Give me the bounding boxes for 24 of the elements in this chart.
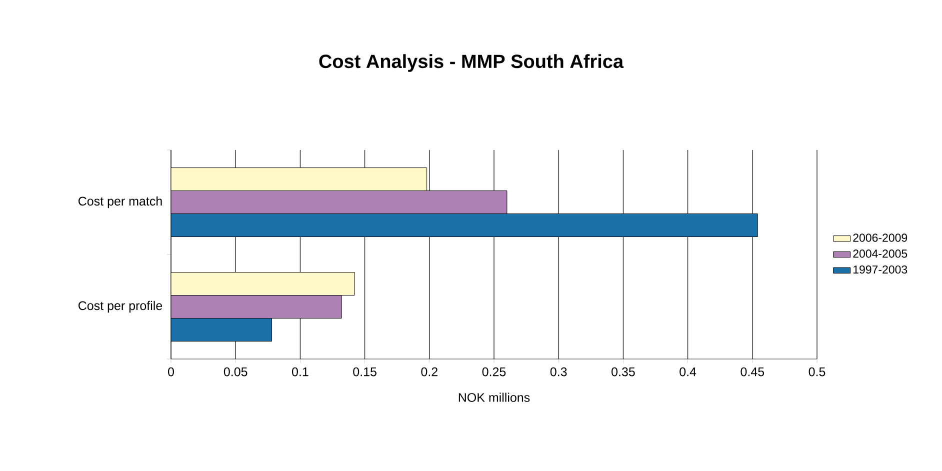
bar — [171, 213, 758, 237]
legend-label: 2004-2005 — [853, 250, 908, 258]
x-tick-label: 0.2 — [421, 367, 438, 376]
y-tick-label: Cost per profile — [78, 300, 162, 313]
x-tick-label: 0.5 — [808, 367, 826, 376]
x-tick-label: 0.25 — [482, 367, 506, 376]
x-axis-title: NOK millions — [458, 392, 530, 402]
x-tick-label: 0.1 — [292, 367, 308, 376]
x-tick-label: 0.4 — [680, 367, 696, 376]
y-tick-label: Cost per match — [78, 196, 162, 208]
bar — [171, 168, 428, 192]
x-tick-label: 0 — [168, 367, 174, 376]
bar — [171, 272, 355, 296]
x-tick-label: 0.15 — [353, 367, 376, 376]
bar — [171, 295, 342, 318]
legend-label: 2006-2009 — [853, 234, 908, 242]
x-tick-label: 0.05 — [224, 367, 248, 376]
bar — [171, 190, 508, 214]
x-tick-label: 0.3 — [550, 367, 567, 376]
bar — [171, 318, 272, 342]
legend-label: 1997-2003 — [853, 265, 908, 274]
x-tick-label: 0.45 — [740, 367, 764, 376]
x-tick-label: 0.35 — [612, 367, 635, 376]
chart-title: Cost Analysis - MMP South Africa — [319, 54, 624, 72]
